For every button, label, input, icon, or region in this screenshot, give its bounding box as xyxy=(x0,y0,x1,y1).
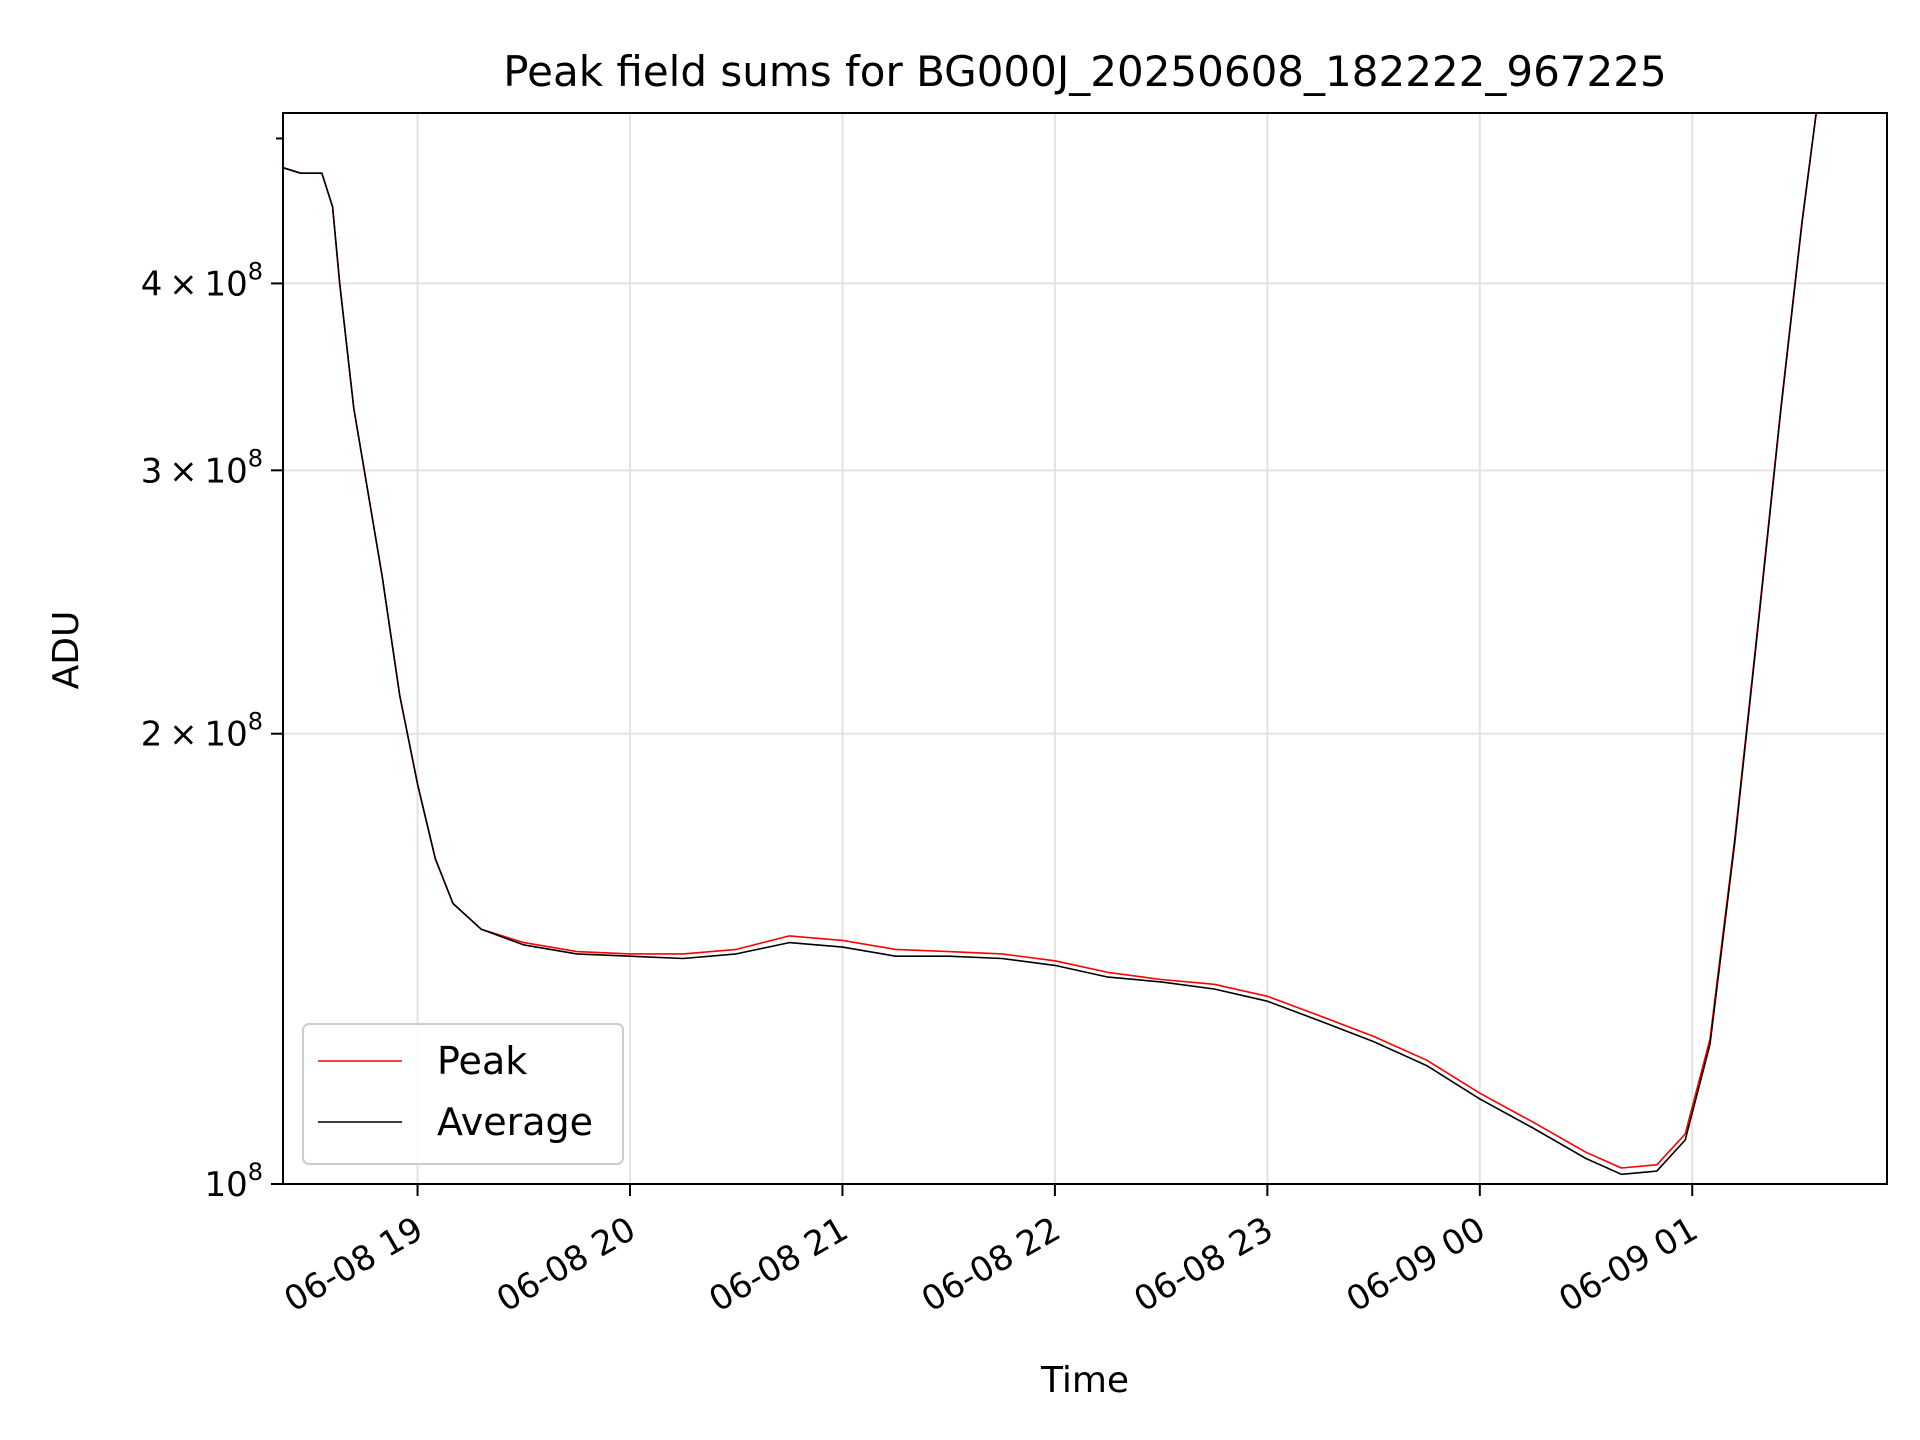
grid xyxy=(283,113,1887,1184)
y-tick-exponent: 8 xyxy=(248,257,263,285)
legend: Peak Average xyxy=(302,1023,624,1165)
y-tick-exponent: 8 xyxy=(248,444,263,472)
y-tick-base: 2 × 10 xyxy=(141,715,248,755)
series-line-average xyxy=(282,112,1817,1176)
y-tick-base: 3 × 10 xyxy=(141,451,248,491)
y-tick-label: 4 × 108 xyxy=(141,257,263,304)
chart-title: Peak field sums for BG000J_20250608_1822… xyxy=(503,47,1666,96)
y-tick-base: 4 × 10 xyxy=(141,264,248,304)
y-axis-label: ADU xyxy=(46,611,87,690)
series-layer xyxy=(282,112,1817,1176)
y-tick-exponent: 8 xyxy=(248,1158,263,1186)
y-tick-exponent: 8 xyxy=(248,708,263,736)
y-tick-label: 108 xyxy=(204,1158,263,1205)
plot-frame xyxy=(282,112,1888,1185)
x-axis-label: Time xyxy=(1040,1360,1129,1401)
y-tick-label: 2 × 108 xyxy=(141,708,263,755)
legend-label-peak: Peak xyxy=(437,1039,527,1083)
legend-box xyxy=(302,1023,624,1165)
y-tick-base: 10 xyxy=(204,1165,247,1205)
legend-label-average: Average xyxy=(437,1100,593,1144)
y-tick-label: 3 × 108 xyxy=(141,444,263,491)
